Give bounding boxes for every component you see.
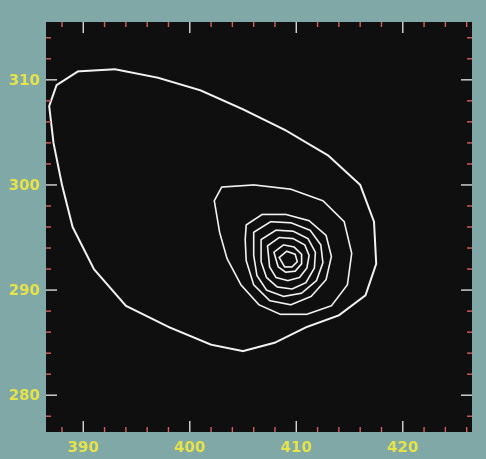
contour-line-level-1 <box>48 68 378 353</box>
tick-layer <box>46 22 472 432</box>
y-tick-label: 300 <box>9 176 40 194</box>
x-tick-label: 400 <box>174 438 205 456</box>
x-tick-label: 390 <box>68 438 99 456</box>
tick-label-layer: 390 400 410 420 280 290 300 310 <box>9 71 419 456</box>
x-tick-label: 410 <box>281 438 312 456</box>
y-tick-label: 290 <box>9 281 40 299</box>
x-tick-label: 420 <box>387 438 418 456</box>
plot-area <box>46 22 472 432</box>
contour-line-level-3 <box>244 213 333 306</box>
contour-layer <box>48 68 378 353</box>
contour-line-level-5 <box>260 229 317 290</box>
contour-line-level-4 <box>252 220 324 298</box>
contour-line-level-8 <box>278 250 299 268</box>
y-tick-label: 310 <box>9 71 40 89</box>
y-tick-label: 280 <box>9 386 40 404</box>
contour-line-level-2 <box>213 184 353 316</box>
contour-line-level-7 <box>273 244 303 273</box>
contour-line-level-6 <box>266 236 310 282</box>
